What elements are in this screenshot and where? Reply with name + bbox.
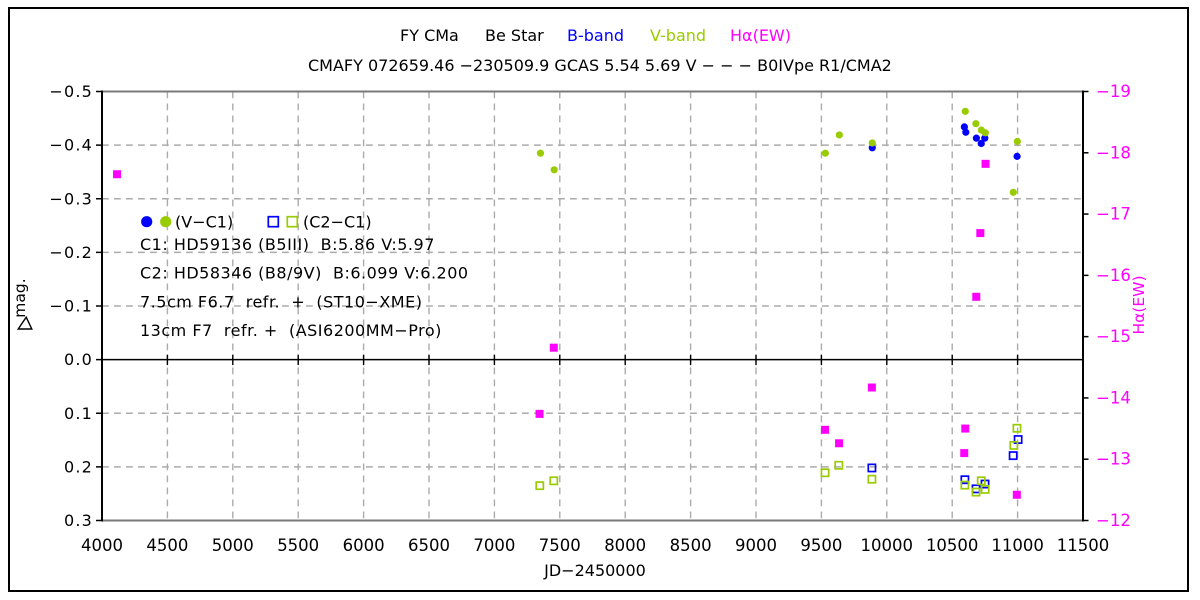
y-right-tick-label: −13 bbox=[1096, 450, 1131, 469]
data-point-v-band-v-c1- bbox=[868, 139, 876, 147]
data-point-h-alpha-ew bbox=[976, 229, 985, 238]
data-point-v-band-v-c1- bbox=[972, 120, 980, 128]
chart-subtitle: CMAFY 072659.46 −230509.9 GCAS 5.54 5.69… bbox=[308, 56, 892, 75]
data-point-h-alpha-ew bbox=[835, 439, 844, 448]
outer-border bbox=[8, 7, 1189, 592]
data-point-v-band-v-c1- bbox=[536, 149, 545, 157]
x-tick-label: 5500 bbox=[277, 536, 319, 555]
data-point-v-band-v-c1- bbox=[821, 149, 829, 157]
y-right-tick-label: −12 bbox=[1096, 511, 1131, 530]
data-point-v-band-c2-c1- bbox=[820, 468, 830, 478]
data-point-h-alpha-ew bbox=[972, 292, 981, 301]
x-tick-label: 9500 bbox=[800, 536, 842, 555]
y-right-tick-label: −18 bbox=[1096, 143, 1131, 162]
legend-v-square bbox=[286, 215, 299, 228]
data-point-v-band-c2-c1- bbox=[976, 476, 986, 486]
data-point-v-band-c2-c1- bbox=[535, 481, 545, 491]
y-left-axis-title: mag. bbox=[11, 278, 29, 317]
data-point-b-band-v-c1- bbox=[1013, 152, 1021, 160]
x-tick-label: 8500 bbox=[670, 536, 712, 555]
x-tick-label: 11000 bbox=[991, 536, 1044, 555]
y-left-tick-label: 0.1 bbox=[64, 404, 93, 423]
chart-title-segment: B-band bbox=[567, 26, 624, 45]
x-tick-label: 4000 bbox=[81, 536, 123, 555]
data-point-v-band-c2-c1- bbox=[549, 476, 559, 486]
data-point-b-band-v-c1- bbox=[977, 139, 985, 148]
y-left-tick-label: −0.5 bbox=[49, 82, 93, 101]
x-tick-label: 6500 bbox=[408, 536, 450, 555]
delta-symbol bbox=[16, 315, 33, 330]
y-left-tick-label: −0.3 bbox=[49, 189, 93, 208]
data-point-v-band-c2-c1- bbox=[971, 487, 981, 497]
data-point-h-alpha-ew bbox=[549, 343, 558, 352]
x-tick-label: 4500 bbox=[146, 536, 188, 555]
y-left-tick-label: −0.1 bbox=[49, 297, 93, 316]
x-tick-label: 7000 bbox=[473, 536, 515, 555]
x-tick-label: 11500 bbox=[1057, 536, 1110, 555]
chart-title-segment: Be Star bbox=[485, 26, 544, 45]
x-tick-label: 10000 bbox=[861, 536, 914, 555]
x-tick-label: 9000 bbox=[735, 536, 777, 555]
data-point-h-alpha-ew bbox=[821, 425, 830, 434]
legend-b-square bbox=[267, 215, 280, 228]
data-point-b-band-c2-c1- bbox=[960, 475, 970, 485]
data-point-b-band-v-c1- bbox=[962, 128, 970, 136]
data-point-h-alpha-ew bbox=[981, 159, 990, 168]
legend-info-line: C1: HD59136 (B5III) B:5.86 V:5.97 bbox=[140, 235, 435, 254]
legend-v-circle bbox=[160, 216, 172, 228]
data-point-v-band-v-c1- bbox=[981, 129, 989, 137]
data-point-h-alpha-ew bbox=[1012, 490, 1021, 499]
y-right-axis-title: Hα(EW) bbox=[1130, 275, 1148, 334]
legend-info-line: 13cm F7 refr. + (ASI6200MM−Pro) bbox=[140, 321, 442, 340]
x-axis-title: JD−2450000 bbox=[543, 561, 646, 580]
data-point-v-band-c2-c1- bbox=[834, 460, 844, 470]
data-point-v-band-c2-c1- bbox=[1009, 440, 1019, 450]
data-point-v-band-v-c1- bbox=[1009, 188, 1017, 196]
y-right-tick-label: −15 bbox=[1096, 327, 1131, 346]
legend-info-line: C2: HD58346 (B8/9V) B:6.099 V:6.200 bbox=[140, 264, 469, 283]
y-left-tick-label: −0.2 bbox=[49, 243, 93, 262]
chart-title-segment: V-band bbox=[650, 26, 706, 45]
data-point-h-alpha-ew bbox=[961, 424, 970, 433]
y-left-tick-label: −0.4 bbox=[49, 136, 93, 155]
y-right-tick-label: −17 bbox=[1096, 205, 1131, 224]
y-right-tick-label: −16 bbox=[1096, 266, 1131, 285]
chart-title-segment: FY CMa bbox=[400, 26, 459, 45]
legend-b-circle bbox=[141, 216, 153, 228]
data-point-b-band-c2-c1- bbox=[867, 463, 877, 473]
y-right-tick-label: −19 bbox=[1096, 82, 1131, 101]
x-tick-label: 6000 bbox=[343, 536, 385, 555]
data-point-b-band-c2-c1- bbox=[1008, 451, 1018, 461]
data-point-b-band-v-c1- bbox=[972, 134, 980, 142]
x-tick-label: 10500 bbox=[926, 536, 979, 555]
y-left-tick-label: 0.2 bbox=[64, 457, 93, 476]
y-left-tick-label: 0.3 bbox=[64, 511, 93, 530]
data-point-h-alpha-ew bbox=[867, 383, 876, 392]
legend-info-line: 7.5cm F6.7 refr. + (ST10−XME) bbox=[140, 292, 422, 311]
data-point-h-alpha-ew bbox=[113, 170, 122, 179]
data-point-v-band-v-c1- bbox=[961, 107, 969, 115]
data-point-v-band-v-c1- bbox=[1013, 137, 1021, 145]
data-point-v-band-v-c1- bbox=[835, 131, 843, 139]
data-point-v-band-c2-c1- bbox=[960, 480, 970, 490]
data-point-v-band-v-c1- bbox=[550, 166, 558, 174]
data-point-h-alpha-ew bbox=[960, 449, 969, 458]
data-point-v-band-c2-c1- bbox=[867, 474, 877, 484]
legend-vc1-label: (V−C1) bbox=[175, 213, 233, 232]
x-tick-label: 7500 bbox=[539, 536, 581, 555]
data-point-v-band-c2-c1- bbox=[980, 484, 990, 494]
chart-title-segment: Hα(EW) bbox=[730, 26, 791, 45]
data-point-h-alpha-ew bbox=[535, 409, 544, 418]
y-right-tick-label: −14 bbox=[1096, 388, 1131, 407]
x-tick-label: 5000 bbox=[212, 536, 254, 555]
x-tick-label: 8000 bbox=[604, 536, 646, 555]
data-point-b-band-v-c1- bbox=[981, 134, 989, 142]
legend-c2c1-label: (C2−C1) bbox=[303, 213, 372, 232]
data-point-v-band-c2-c1- bbox=[1012, 423, 1022, 433]
y-left-tick-label: 0.0 bbox=[64, 350, 93, 369]
